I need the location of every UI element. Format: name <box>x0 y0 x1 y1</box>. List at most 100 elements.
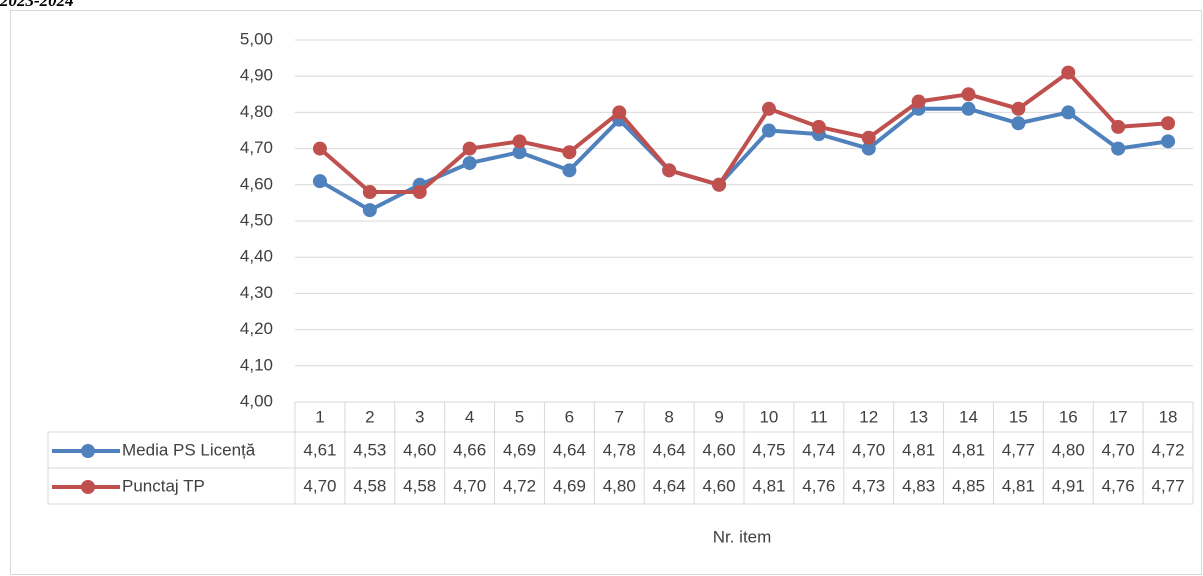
point <box>362 203 377 218</box>
x-tick-label: 18 <box>1159 407 1178 426</box>
point <box>512 134 527 149</box>
data-table-value: 4,72 <box>503 476 536 495</box>
point <box>1011 116 1026 131</box>
data-table-value: 4,70 <box>303 476 336 495</box>
y-tick-label: 4,20 <box>240 319 273 338</box>
point <box>462 141 477 156</box>
point <box>961 87 976 102</box>
x-tick-label: 16 <box>1059 407 1078 426</box>
point <box>512 145 527 160</box>
data-table-value: 4,74 <box>802 440 835 459</box>
data-table-value: 4,78 <box>603 440 636 459</box>
data-table-value: 4,72 <box>1152 440 1185 459</box>
x-tick-label: 6 <box>565 407 574 426</box>
y-tick-label: 4,60 <box>240 174 273 193</box>
x-tick-label: 4 <box>465 407 474 426</box>
point <box>562 163 577 178</box>
data-table-value: 4,73 <box>852 476 885 495</box>
x-tick-label: 10 <box>759 407 778 426</box>
y-tick-label: 5,00 <box>240 29 273 48</box>
data-table-value: 4,53 <box>353 440 386 459</box>
chart-title: 2023-2024 <box>0 0 74 10</box>
point <box>761 101 776 116</box>
x-tick-label: 5 <box>515 407 524 426</box>
x-tick-label: 1 <box>315 407 324 426</box>
data-table-value: 4,58 <box>403 476 436 495</box>
data-table-value: 4,81 <box>752 476 785 495</box>
point <box>312 141 327 156</box>
data-table-value: 4,85 <box>952 476 985 495</box>
legend-label: Punctaj TP <box>122 476 205 495</box>
y-tick-label: 4,90 <box>240 66 273 85</box>
data-table-value: 4,75 <box>752 440 785 459</box>
x-tick-label: 3 <box>415 407 424 426</box>
point <box>1061 105 1076 120</box>
point <box>861 130 876 145</box>
point <box>462 156 477 171</box>
data-table-value: 4,80 <box>603 476 636 495</box>
data-table-value: 4,66 <box>453 440 486 459</box>
point <box>412 185 427 200</box>
point <box>1111 119 1126 134</box>
data-table-value: 4,61 <box>303 440 336 459</box>
point <box>312 174 327 189</box>
y-tick-label: 4,00 <box>240 391 273 410</box>
point <box>1161 134 1176 149</box>
y-tick-label: 4,30 <box>240 283 273 302</box>
series-line <box>318 106 1169 213</box>
legend-label: Media PS Licență <box>122 440 256 459</box>
data-table-value: 4,64 <box>653 476 686 495</box>
x-tick-label: 7 <box>615 407 624 426</box>
data-table-value: 4,58 <box>353 476 386 495</box>
data-table-value: 4,91 <box>1052 476 1085 495</box>
x-tick-label: 9 <box>714 407 723 426</box>
point <box>1061 65 1076 80</box>
x-tick-label: 8 <box>664 407 673 426</box>
x-tick-label: 15 <box>1009 407 1028 426</box>
point <box>1161 116 1176 131</box>
x-tick-label: 11 <box>810 407 828 426</box>
chart-border <box>10 10 1202 575</box>
point <box>1111 141 1126 156</box>
data-table-value: 4,69 <box>553 476 586 495</box>
data-table-value: 4,76 <box>802 476 835 495</box>
data-table-value: 4,60 <box>403 440 436 459</box>
point <box>712 177 727 192</box>
point <box>562 145 577 160</box>
y-tick-label: 4,80 <box>240 102 273 121</box>
data-table-value: 4,60 <box>703 440 736 459</box>
point <box>811 119 826 134</box>
point <box>761 123 776 138</box>
data-table-value: 4,77 <box>1002 440 1035 459</box>
x-axis-label: Nr. item <box>713 527 772 546</box>
data-table-value: 4,64 <box>653 440 686 459</box>
data-table-value: 4,69 <box>503 440 536 459</box>
x-tick-label: 14 <box>959 407 978 426</box>
data-table-value: 4,81 <box>952 440 985 459</box>
data-table-value: 4,77 <box>1152 476 1185 495</box>
point <box>662 163 677 178</box>
x-tick-label: 2 <box>365 407 374 426</box>
y-tick-label: 4,10 <box>240 355 273 374</box>
point <box>612 105 627 120</box>
data-table-value: 4,83 <box>902 476 935 495</box>
data-table-value: 4,76 <box>1102 476 1135 495</box>
legend-marker <box>81 480 95 494</box>
x-tick-label: 17 <box>1109 407 1128 426</box>
data-table-value: 4,80 <box>1052 440 1085 459</box>
x-tick-label: 13 <box>909 407 928 426</box>
point <box>961 101 976 116</box>
data-table-value: 4,70 <box>1102 440 1135 459</box>
data-table-value: 4,81 <box>1002 476 1035 495</box>
x-tick-label: 12 <box>859 407 878 426</box>
series-line <box>318 70 1169 195</box>
data-table-value: 4,64 <box>553 440 586 459</box>
data-table-value: 4,60 <box>703 476 736 495</box>
legend-marker <box>81 444 95 458</box>
point <box>861 141 876 156</box>
point <box>362 185 377 200</box>
y-tick-label: 4,70 <box>240 138 273 157</box>
point <box>1011 101 1026 116</box>
y-tick-label: 4,40 <box>240 247 273 266</box>
